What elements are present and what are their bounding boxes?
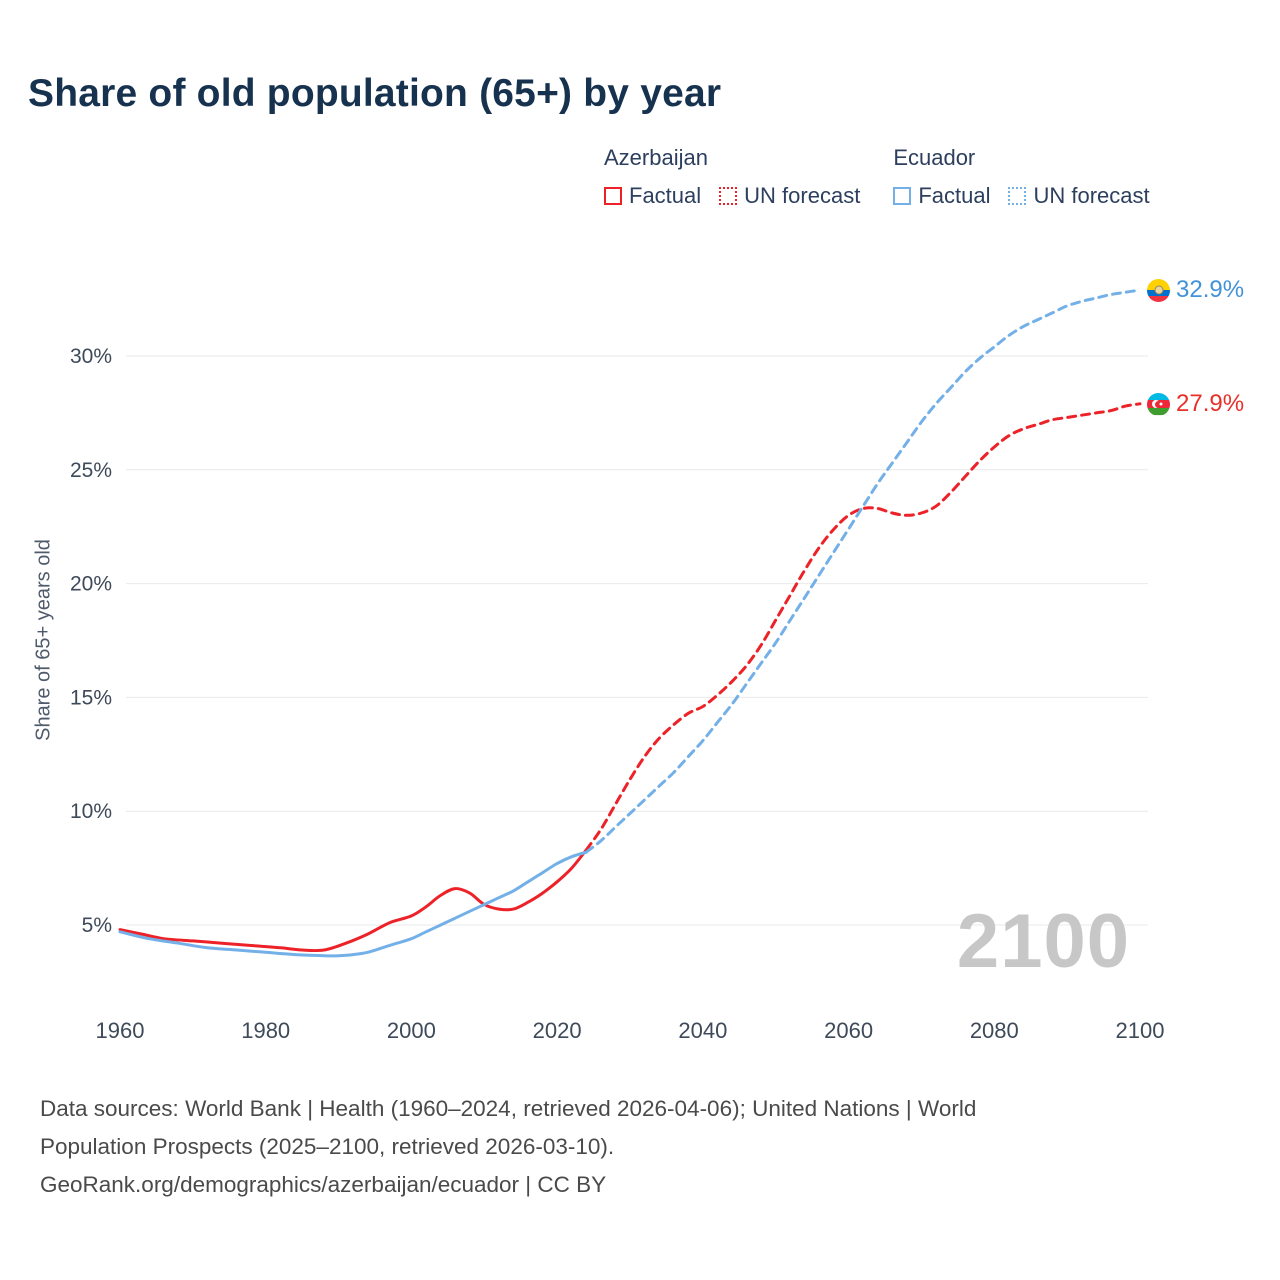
chart-title: Share of old population (65+) by year [28,72,722,115]
legend-item-label: Factual [629,183,702,208]
legend-item-ecuador-forecast[interactable]: UN forecast [1008,183,1150,209]
solid-line-swatch-icon [893,187,912,205]
legend-group-ecuador: Ecuador Factual UN forecast [893,145,1150,209]
svg-text:2060: 2060 [824,1018,873,1043]
legend-item-label: UN forecast [1033,183,1150,208]
legend-item-ecuador-factual[interactable]: Factual [893,183,990,209]
svg-text:2000: 2000 [387,1018,436,1043]
svg-text:30%: 30% [70,345,112,368]
end-value-azerbaijan: 27.9% [1176,390,1245,417]
end-label-ecuador: 32.9% [1147,276,1244,304]
footer-line: GeoRank.org/demographics/azerbaijan/ecua… [40,1172,607,1197]
footer-line: Data sources: World Bank | Health (1960–… [40,1096,977,1121]
legend-items-ecuador: Factual UN forecast [893,183,1150,209]
svg-text:1960: 1960 [96,1018,145,1043]
end-label-azerbaijan: 27.9% [1147,390,1244,418]
legend-item-azerbaijan-factual[interactable]: Factual [604,183,701,209]
svg-text:2080: 2080 [970,1018,1019,1043]
svg-text:2040: 2040 [678,1018,727,1043]
data-sources-footer: Data sources: World Bank | Health (1960–… [40,1090,976,1204]
svg-text:20%: 20% [70,573,112,596]
dotted-line-swatch-icon [1008,187,1027,205]
ecuador-flag-icon [1147,278,1170,302]
legend-group-azerbaijan: Azerbaijan Factual UN forecast [604,145,860,209]
svg-text:2020: 2020 [533,1018,582,1043]
svg-text:15%: 15% [70,686,112,709]
svg-text:10%: 10% [70,800,112,823]
legend-items-azerbaijan: Factual UN forecast [604,183,860,209]
solid-line-swatch-icon [604,187,622,205]
azerbaijan-flag-icon [1147,392,1170,416]
legend-item-azerbaijan-forecast[interactable]: UN forecast [719,183,860,209]
svg-text:25%: 25% [70,459,112,482]
end-value-ecuador: 32.9% [1176,276,1245,303]
legend-item-label: UN forecast [744,183,861,208]
svg-text:2100: 2100 [1116,1018,1165,1043]
legend-item-label: Factual [918,183,991,208]
dotted-line-swatch-icon [719,187,738,205]
svg-text:1980: 1980 [241,1018,290,1043]
legend-country-ecuador: Ecuador [893,145,976,170]
footer-line: Population Prospects (2025–2100, retriev… [40,1134,615,1159]
legend-country-azerbaijan: Azerbaijan [604,145,708,170]
svg-text:5%: 5% [82,914,112,937]
watermark-year: 2100 [956,899,1130,984]
legend: Azerbaijan Factual UN forecast Ecuador F… [604,145,1150,209]
